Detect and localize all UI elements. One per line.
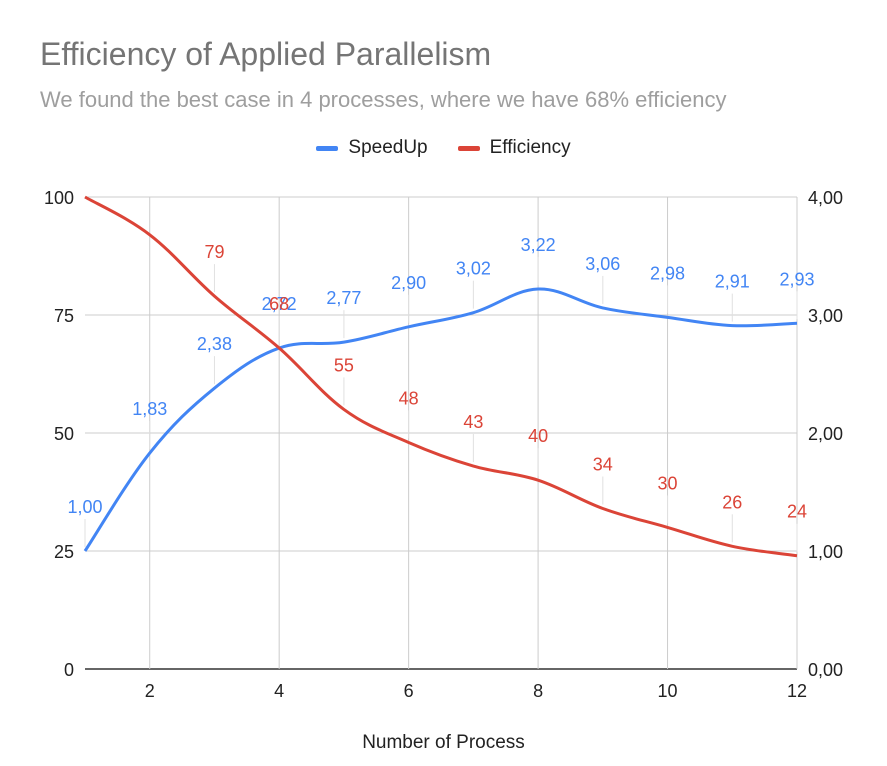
x-tick-label: 6	[404, 681, 414, 701]
y-left-tick-label: 25	[54, 542, 74, 562]
legend-item-efficiency[interactable]: Efficiency	[457, 137, 571, 159]
data-label-efficiency: 30	[658, 473, 678, 493]
data-label-efficiency: 43	[463, 412, 483, 432]
data-label-efficiency: 24	[787, 502, 807, 522]
data-label-efficiency: 55	[334, 355, 354, 375]
data-label-efficiency: 48	[399, 388, 419, 408]
x-tick-label: 2	[145, 681, 155, 701]
data-label-efficiency: 40	[528, 426, 548, 446]
data-label-efficiency: 79	[204, 242, 224, 262]
legend-item-speedup[interactable]: SpeedUp	[316, 137, 428, 159]
data-label-speedup: 3,06	[585, 254, 620, 274]
legend-label-efficiency: Efficiency	[489, 137, 571, 158]
x-axis-label: Number of Process	[362, 732, 525, 753]
y-left-tick-label: 0	[64, 660, 74, 680]
data-label-speedup: 2,98	[650, 263, 685, 283]
legend-swatch-speedup	[316, 145, 339, 151]
data-label-speedup: 3,22	[521, 235, 556, 255]
data-label-speedup: 2,38	[197, 334, 232, 354]
data-label-speedup: 1,00	[67, 497, 102, 517]
legend: SpeedUp Efficiency	[0, 137, 887, 159]
y-right-tick-label: 2,00	[808, 424, 843, 444]
x-tick-label: 8	[533, 681, 543, 701]
series-line-speedup	[83, 287, 798, 552]
y-left-tick-label: 50	[54, 424, 74, 444]
series-line-efficiency	[84, 195, 798, 558]
chart-title: Efficiency of Applied Parallelism	[40, 36, 492, 72]
y-right-tick-label: 1,00	[808, 542, 843, 562]
x-tick-label: 12	[787, 681, 807, 701]
data-label-speedup: 2,91	[715, 272, 750, 292]
y-right-tick-label: 3,00	[808, 306, 843, 326]
x-tick-label: 4	[274, 681, 284, 701]
x-tick-label: 10	[658, 681, 678, 701]
data-label-speedup: 1,83	[132, 399, 167, 419]
data-label-efficiency: 26	[722, 492, 742, 512]
data-label-speedup: 2,93	[779, 269, 814, 289]
data-label-speedup: 2,72	[262, 294, 297, 314]
y-right-tick-label: 4,00	[808, 188, 843, 208]
legend-label-speedup: SpeedUp	[348, 137, 428, 158]
data-label-speedup: 3,02	[456, 259, 491, 279]
data-label-efficiency: 68	[269, 294, 289, 314]
data-label-speedup: 2,77	[326, 288, 361, 308]
legend-swatch-efficiency	[457, 145, 480, 151]
chart-subtitle: We found the best case in 4 processes, w…	[40, 87, 727, 112]
y-left-tick-label: 75	[54, 306, 74, 326]
y-left-tick-label: 100	[44, 188, 74, 208]
data-label-speedup: 2,90	[391, 273, 426, 293]
y-right-tick-label: 0,00	[808, 660, 843, 680]
data-label-efficiency: 34	[593, 455, 613, 475]
